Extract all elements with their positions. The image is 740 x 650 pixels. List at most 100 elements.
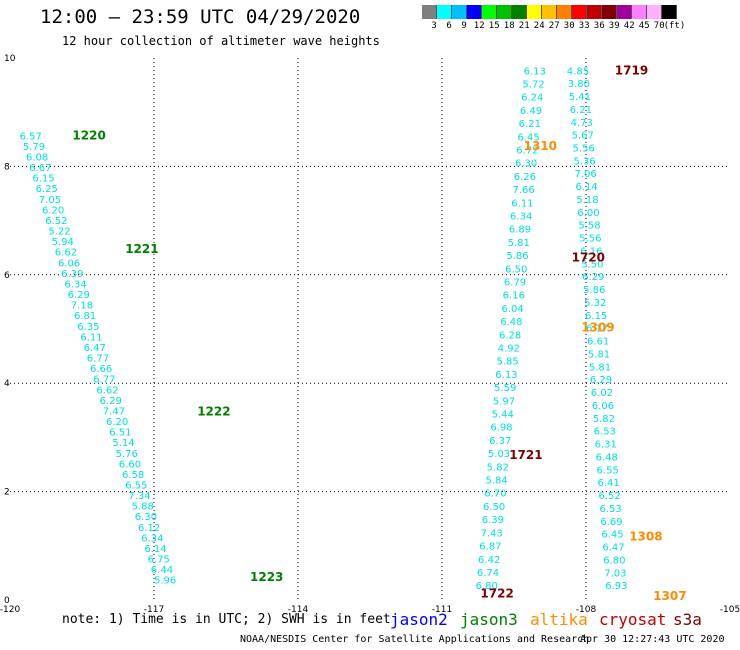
wave-height-label: 6.29 [68, 290, 90, 301]
wave-height-label: 5.76 [116, 449, 138, 460]
wave-height-label: 5.50 [581, 259, 603, 270]
wave-height-label: 6.20 [106, 417, 128, 428]
wave-height-label: 6.47 [84, 343, 106, 354]
legend-swatch [557, 5, 572, 19]
wave-height-label: 6.61 [587, 337, 609, 348]
wave-height-label: 6.66 [90, 364, 112, 375]
legend-swatch [497, 5, 512, 19]
wave-height-label: 6.55 [597, 465, 619, 476]
pass-number-label: 1308 [629, 529, 662, 543]
wave-height-label: 6.06 [592, 401, 614, 412]
wave-height-label: 6.29 [590, 375, 612, 386]
legend-label: 3 [431, 21, 437, 31]
wave-height-label: 6.62 [96, 385, 118, 396]
x-tick-label: -105 [720, 605, 740, 615]
wave-height-label: 5.67 [572, 131, 594, 142]
wave-height-label: 6.89 [509, 225, 531, 236]
wave-height-label: 5.44 [492, 410, 514, 421]
map-title: 12:00 — 23:59 UTC 04/29/2020 [40, 6, 361, 28]
wave-height-label: 6.11 [511, 198, 533, 209]
wave-height-label: 6.52 [45, 216, 67, 227]
wave-height-label: 6.13 [524, 66, 546, 77]
color-legend [422, 5, 677, 19]
satellite-jason2: jason2 [390, 610, 448, 629]
y-tick-label: 4 [4, 379, 10, 389]
wave-height-label: 6.29 [582, 272, 604, 283]
map-subtitle: 12 hour collection of altimeter wave hei… [62, 34, 380, 48]
satellite-s3a: s3a [673, 610, 702, 629]
wave-height-label: 5.81 [508, 238, 530, 249]
x-tick-label: -120 [0, 605, 20, 615]
wave-height-label: 6.00 [577, 208, 599, 219]
y-tick-label: 0 [4, 596, 10, 606]
legend-label: 30 [563, 21, 575, 31]
legend-swatch [527, 5, 542, 19]
x-tick-label: -108 [576, 605, 597, 615]
wave-height-label: 5.32 [584, 298, 606, 309]
x-tick-label: -111 [432, 605, 452, 615]
wave-height-label: 6.72 [516, 145, 538, 156]
legend-swatch [512, 5, 527, 19]
generated-timestamp: Apr 30 12:27:43 UTC 2020 [580, 634, 725, 645]
wave-height-label: 6.35 [77, 322, 99, 333]
wave-height-label: 6.48 [596, 452, 618, 463]
wave-height-label: 6.29 [100, 396, 122, 407]
wave-height-label: 5.59 [494, 383, 516, 394]
wave-height-label: 6.69 [600, 517, 622, 528]
y-tick-label: 6 [4, 271, 10, 281]
wave-height-label: 6.08 [26, 152, 48, 163]
wave-height-label: 6.30 [135, 512, 157, 523]
wave-height-label: 5.94 [52, 237, 74, 248]
y-tick-label: 10 [4, 54, 16, 64]
wave-height-label: 5.88 [132, 502, 154, 513]
wave-height-label: 6.55 [125, 481, 147, 492]
wave-height-label: 6.16 [580, 246, 602, 257]
wave-height-label: 7.03 [604, 568, 626, 579]
pass-number-label: 1222 [197, 405, 230, 419]
wave-height-label: 6.31 [595, 440, 617, 451]
legend-label: 12 [473, 21, 485, 31]
wave-height-label: 6.25 [36, 184, 58, 195]
legend-swatch [467, 5, 482, 19]
wave-height-label: 6.53 [594, 427, 616, 438]
wave-height-label: 6.44 [151, 565, 173, 576]
wave-height-label: 3.80 [568, 79, 590, 90]
wave-height-label: 6.45 [517, 132, 539, 143]
wave-height-label: 7.05 [39, 195, 61, 206]
wave-height-label: 6.80 [603, 555, 625, 566]
wave-height-label: 7.66 [513, 185, 535, 196]
wave-height-label: 5.41 [569, 92, 591, 103]
wave-height-label: 6.21 [570, 105, 592, 116]
wave-height-label: 6.42 [478, 555, 500, 566]
legend-label: 42 [623, 21, 635, 31]
wave-height-label: 6.60 [119, 459, 141, 470]
wave-height-label: 6.77 [87, 354, 109, 365]
legend-label: 45 [638, 21, 650, 31]
legend-label: 39 [608, 21, 620, 31]
pass-number-label: 1720 [572, 250, 605, 264]
legend-swatch [542, 5, 557, 19]
wave-height-label: 6.39 [61, 269, 83, 280]
wave-height-label: 5.14 [112, 438, 134, 449]
wave-height-label: 6.14 [575, 182, 597, 193]
wave-height-label: 6.17 [586, 324, 608, 335]
wave-height-label: 6.34 [141, 533, 163, 544]
pass-number-label: 1719 [615, 63, 648, 77]
wave-height-label: 5.56 [573, 143, 595, 154]
wave-height-label: 6.62 [55, 248, 77, 259]
wave-height-label: 6.67 [29, 163, 51, 174]
wave-height-label: 6.77 [93, 375, 115, 386]
legend-swatch [647, 5, 662, 19]
wave-height-label: 5.79 [23, 142, 45, 153]
wave-height-label: 6.14 [144, 544, 166, 555]
legend-label: 6 [446, 21, 452, 31]
wave-height-label: 7.43 [481, 528, 503, 539]
pass-number-label: 1310 [524, 139, 557, 153]
wave-height-label: 5.58 [578, 221, 600, 232]
wave-height-label: 6.11 [80, 332, 102, 343]
legend-label: 36 [593, 21, 605, 31]
y-tick-label: 2 [4, 488, 10, 498]
pass-number-label: 1220 [72, 128, 105, 142]
legend-swatch [452, 5, 467, 19]
